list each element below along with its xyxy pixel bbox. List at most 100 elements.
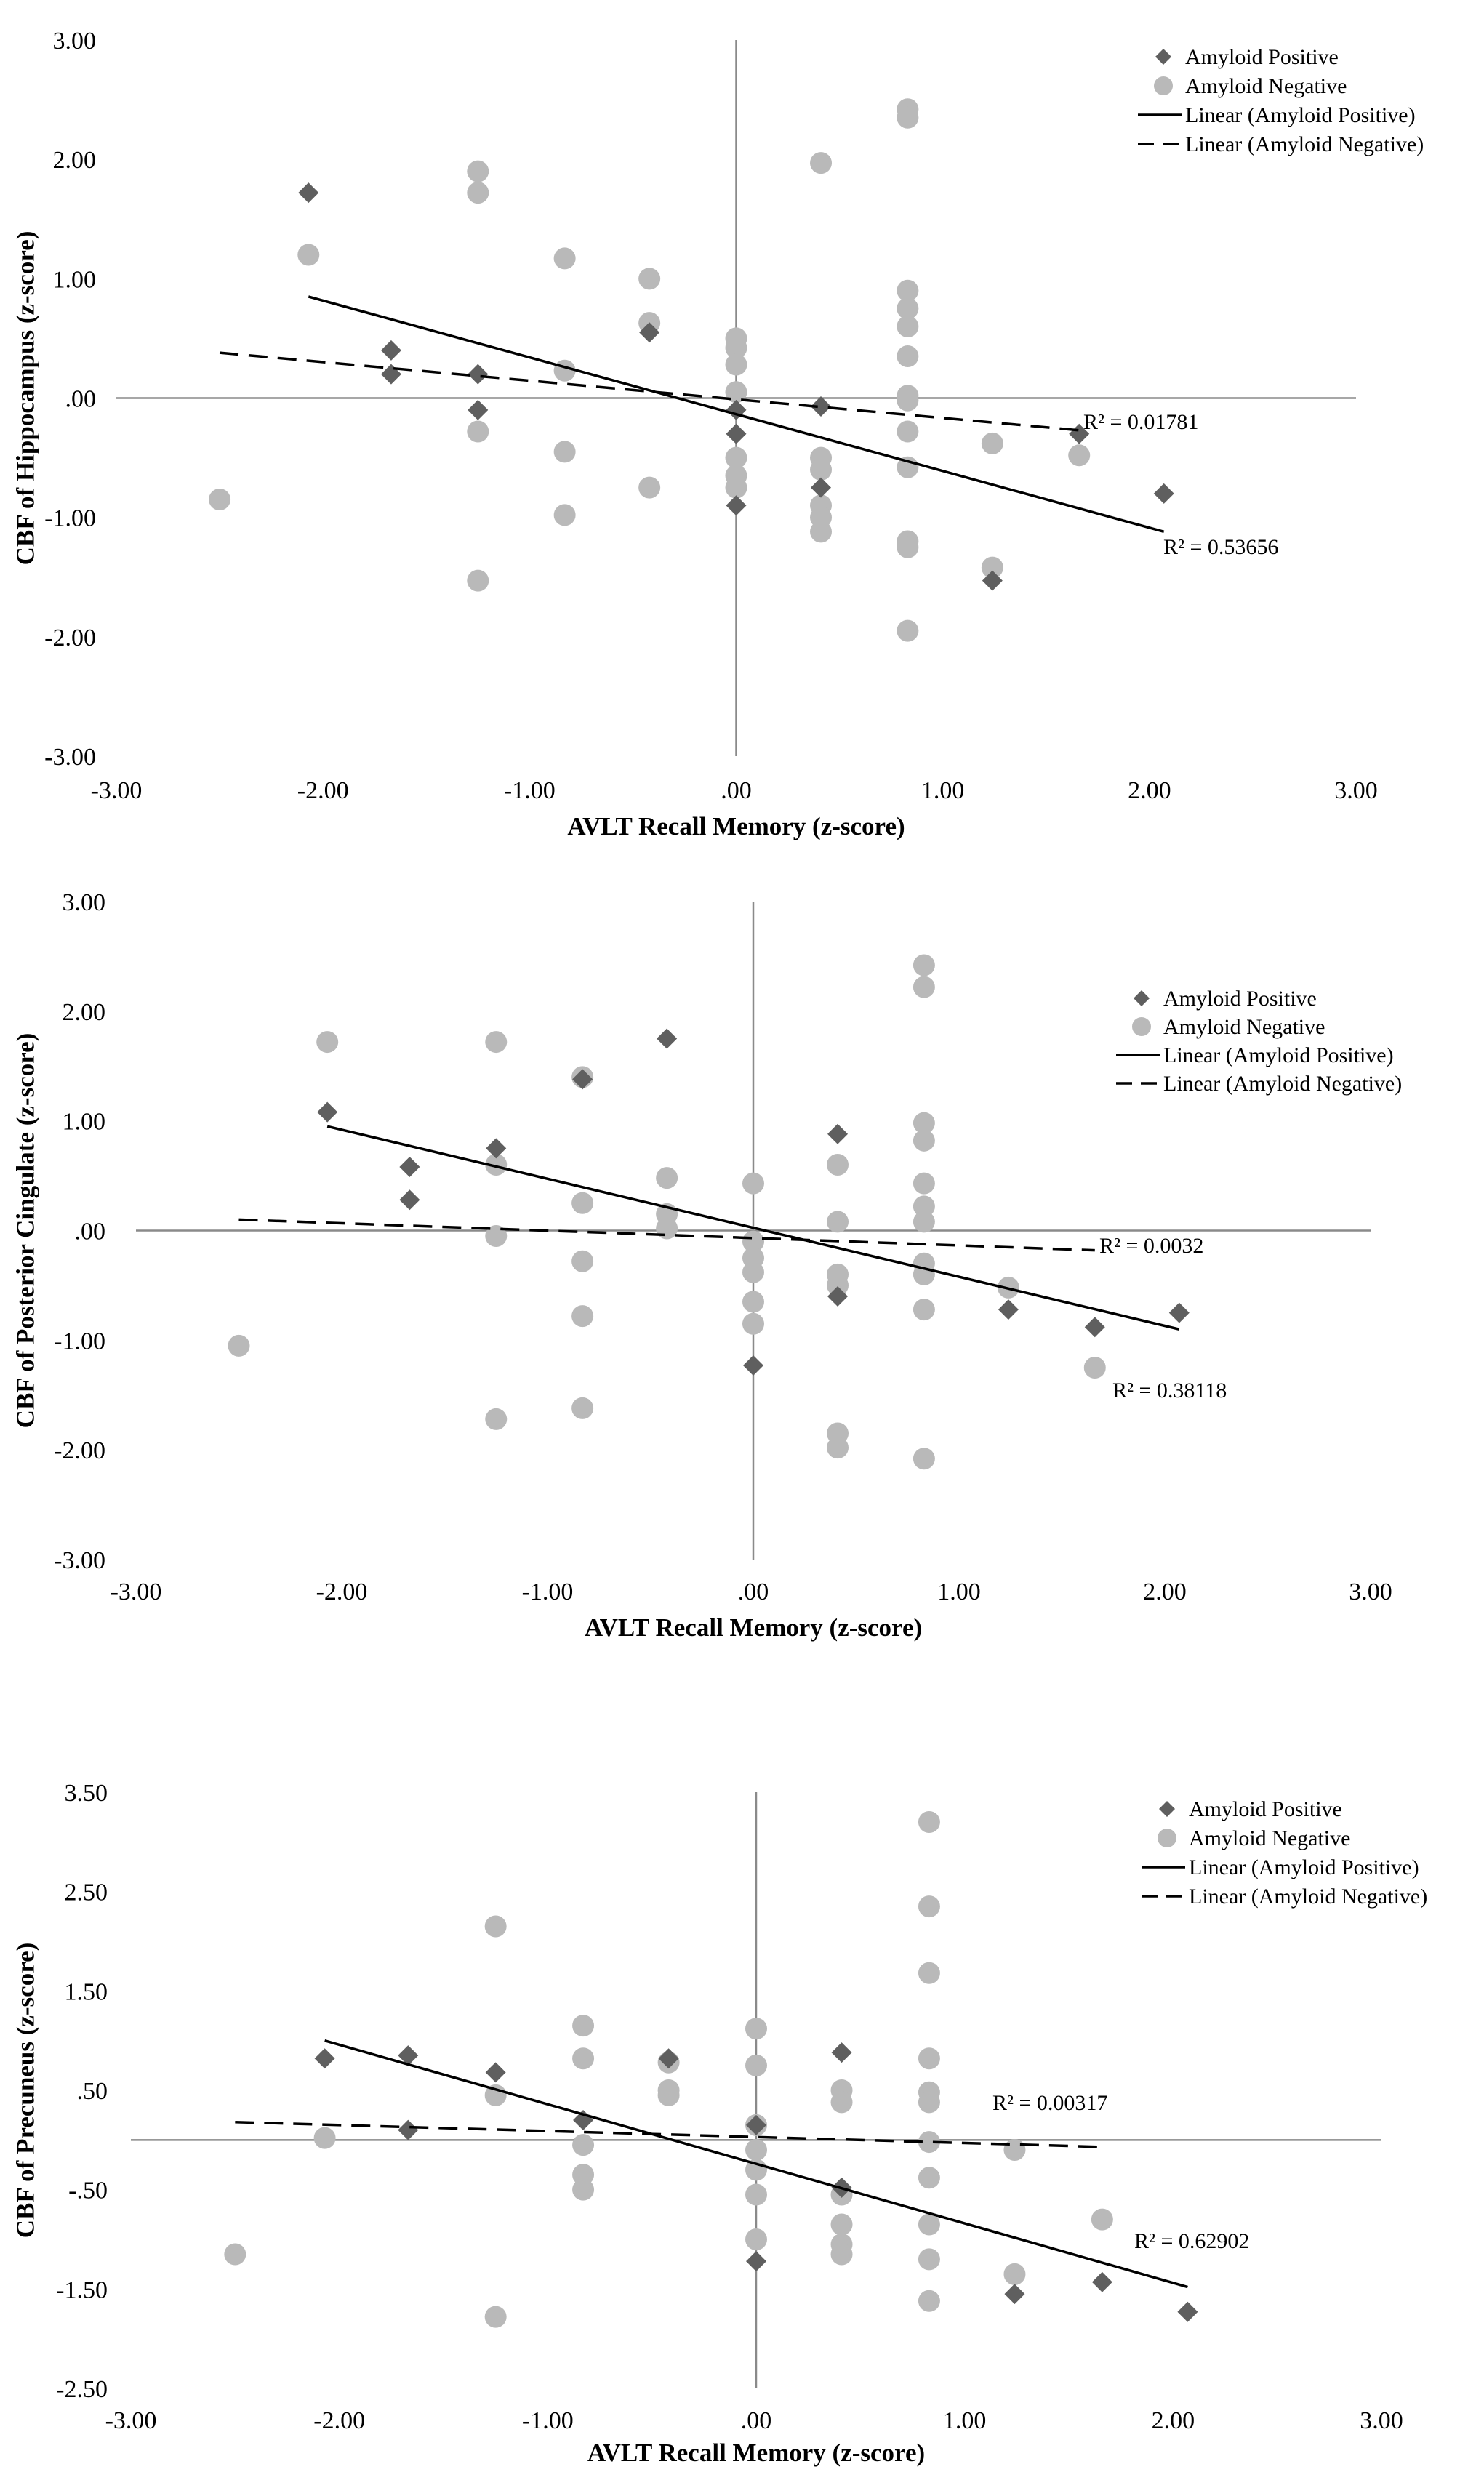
amyloid-negative-point xyxy=(571,1250,594,1272)
y-tick-label: 1.00 xyxy=(63,1109,106,1136)
amyloid-positive-point xyxy=(746,2114,766,2135)
amyloid-negative-point xyxy=(638,268,661,290)
legend-circle-icon xyxy=(1154,76,1173,95)
y-axis-title: CBF of Precuneus (z-score) xyxy=(12,1943,40,2239)
amyloid-positive-point xyxy=(998,1299,1019,1320)
amyloid-positive-point xyxy=(314,2048,335,2069)
amyloid-positive-point xyxy=(658,2048,679,2069)
amyloid-negative-point xyxy=(913,1448,935,1470)
legend-label: Linear (Amyloid Negative) xyxy=(1185,132,1424,156)
amyloid-negative-point xyxy=(467,182,489,204)
amyloid-negative-point xyxy=(742,1312,764,1335)
legend-circle-icon xyxy=(1158,1829,1176,1847)
amyloid-negative-point xyxy=(485,1031,508,1054)
posterior-cingulate-x-tick-labels: -3.00 -2.00 -1.00 .00 1.00 2.00 3.00 xyxy=(111,1578,1392,1605)
amyloid-negative-point xyxy=(830,2213,853,2236)
amyloid-positive-point xyxy=(399,1157,420,1178)
trendline-amyloid-positive xyxy=(326,1125,1180,1331)
amyloid-negative-point xyxy=(918,2131,940,2154)
legend-circle-icon xyxy=(1132,1017,1151,1036)
amyloid-positive-point xyxy=(1153,483,1174,504)
amyloid-negative-point xyxy=(913,1299,935,1321)
x-axis-title: AVLT Recall Memory (z-score) xyxy=(585,1613,922,1642)
amyloid-negative-point xyxy=(553,359,576,382)
r2-label: R² = 0.38118 xyxy=(1112,1379,1227,1402)
amyloid-negative-point xyxy=(913,1172,935,1195)
amyloid-negative-point xyxy=(572,2178,595,2201)
amyloid-negative-point xyxy=(810,152,833,174)
precuneus-y-tick-labels: 3.50 2.50 1.50 .50 -.50 -1.50 -2.50 xyxy=(56,1780,108,2403)
amyloid-negative-point xyxy=(485,1408,508,1430)
amyloid-positive-point xyxy=(657,1028,678,1049)
r2-label: R² = 0.62902 xyxy=(1134,2229,1249,2253)
trendline-amyloid-positive xyxy=(308,295,1165,534)
x-tick-label: -1.00 xyxy=(522,1578,574,1605)
r2-label: R² = 0.01781 xyxy=(1083,410,1198,434)
amyloid-positive-point xyxy=(982,570,1003,591)
legend-label: Amyloid Positive xyxy=(1185,45,1339,69)
x-tick-label: 3.00 xyxy=(1360,2407,1403,2434)
y-tick-label: 3.00 xyxy=(53,28,97,55)
posterior-cingulate-y-tick-labels: 3.00 2.00 1.00 .00 -1.00 -2.00 -3.00 xyxy=(54,889,105,1574)
legend-label: Linear (Amyloid Negative) xyxy=(1163,1072,1402,1096)
amyloid-positive-point xyxy=(743,1355,763,1376)
precuneus-plot-area xyxy=(224,1811,1198,2328)
y-tick-label: -1.50 xyxy=(56,2276,108,2303)
y-tick-label: -2.00 xyxy=(44,625,96,651)
amyloid-positive-point xyxy=(746,2251,766,2272)
y-axis-title: CBF of Posterior Cingulate (z-score) xyxy=(12,1033,40,1429)
x-tick-label: 2.00 xyxy=(1143,1578,1187,1605)
amyloid-negative-point xyxy=(485,1225,508,1248)
legend-label: Linear (Amyloid Negative) xyxy=(1189,1885,1427,1909)
trendline-amyloid-negative xyxy=(238,1218,1095,1252)
x-tick-label: 3.00 xyxy=(1334,777,1378,804)
amyloid-negative-point xyxy=(913,1211,935,1233)
amyloid-positive-point xyxy=(380,340,401,361)
amyloid-negative-point xyxy=(897,279,919,302)
amyloid-negative-point xyxy=(572,2015,595,2037)
amyloid-positive-point xyxy=(1004,2284,1025,2305)
amyloid-negative-point xyxy=(897,389,919,412)
amyloid-positive-point xyxy=(831,2042,852,2063)
x-tick-label: 1.00 xyxy=(943,2407,987,2434)
amyloid-negative-point xyxy=(745,2183,767,2206)
amyloid-negative-point xyxy=(484,2306,507,2328)
amyloid-negative-point xyxy=(1068,444,1091,467)
amyloid-positive-point xyxy=(1177,2301,1198,2322)
amyloid-positive-point xyxy=(298,182,319,204)
amyloid-negative-point xyxy=(316,1031,339,1054)
legend-label: Linear (Amyloid Positive) xyxy=(1163,1043,1394,1067)
amyloid-negative-point xyxy=(572,2134,595,2156)
y-tick-label: 2.00 xyxy=(53,147,97,174)
x-tick-label: -3.00 xyxy=(91,777,143,804)
amyloid-negative-point xyxy=(913,976,935,998)
amyloid-negative-point xyxy=(228,1334,250,1357)
amyloid-negative-point xyxy=(657,2084,680,2106)
amyloid-negative-point xyxy=(827,1211,849,1233)
amyloid-negative-point xyxy=(638,476,661,499)
amyloid-positive-point xyxy=(1084,1317,1105,1338)
amyloid-negative-point xyxy=(897,345,919,368)
amyloid-negative-point xyxy=(467,569,489,592)
amyloid-negative-point xyxy=(918,2213,940,2236)
amyloid-negative-point xyxy=(745,2018,767,2040)
y-axis-title: CBF of Hippocampus (z-score) xyxy=(12,231,40,566)
amyloid-negative-point xyxy=(485,1154,508,1176)
amyloid-negative-point xyxy=(745,2228,767,2250)
y-tick-label: -1.00 xyxy=(44,505,96,532)
amyloid-negative-point xyxy=(553,247,576,270)
amyloid-negative-point xyxy=(897,420,919,443)
y-tick-label: 3.00 xyxy=(63,889,106,916)
hippocampus-panel: 3.00 2.00 1.00 .00 -1.00 -2.00 -3.00 -3.… xyxy=(12,28,1424,840)
x-tick-label: -2.00 xyxy=(297,777,349,804)
y-tick-label: -2.00 xyxy=(54,1437,105,1464)
amyloid-negative-point xyxy=(897,297,919,320)
posterior-cingulate-axes xyxy=(136,902,1371,1560)
amyloid-negative-point xyxy=(981,556,1003,579)
amyloid-positive-point xyxy=(811,396,832,417)
amyloid-negative-point xyxy=(572,2047,595,2070)
y-tick-label: -1.00 xyxy=(54,1328,105,1355)
amyloid-negative-point xyxy=(725,337,747,359)
amyloid-negative-point xyxy=(810,521,833,543)
amyloid-negative-point xyxy=(913,954,935,976)
